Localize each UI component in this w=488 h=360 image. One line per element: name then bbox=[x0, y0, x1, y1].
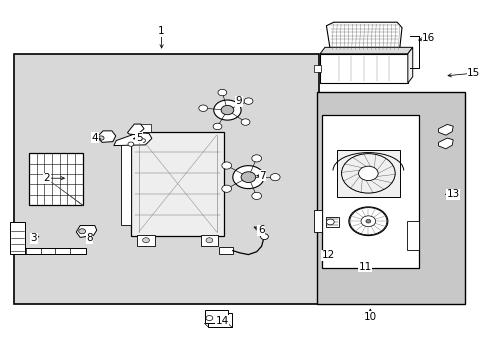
Text: 6: 6 bbox=[257, 225, 264, 235]
Text: 12: 12 bbox=[321, 250, 334, 260]
Text: 2: 2 bbox=[43, 173, 50, 183]
Bar bbox=[320, 54, 407, 83]
Polygon shape bbox=[326, 22, 401, 50]
Text: 7: 7 bbox=[259, 171, 265, 181]
Text: 8: 8 bbox=[86, 233, 93, 243]
Circle shape bbox=[199, 105, 207, 112]
Polygon shape bbox=[127, 124, 144, 135]
Bar bbox=[29, 153, 82, 205]
Circle shape bbox=[251, 192, 261, 199]
Circle shape bbox=[213, 100, 241, 120]
Circle shape bbox=[358, 166, 377, 180]
Polygon shape bbox=[438, 138, 452, 149]
Bar bbox=[137, 235, 155, 246]
Bar bbox=[208, 314, 231, 327]
Text: 5: 5 bbox=[136, 133, 142, 143]
Circle shape bbox=[260, 234, 268, 239]
Bar bbox=[314, 65, 320, 72]
Polygon shape bbox=[320, 47, 412, 54]
Polygon shape bbox=[76, 226, 97, 237]
Circle shape bbox=[213, 123, 222, 130]
Polygon shape bbox=[97, 131, 116, 142]
Bar bbox=[321, 116, 418, 268]
Bar bbox=[204, 310, 227, 323]
Bar bbox=[200, 235, 218, 246]
Circle shape bbox=[205, 316, 212, 320]
Text: 15: 15 bbox=[466, 68, 479, 78]
Text: 13: 13 bbox=[446, 189, 459, 199]
Circle shape bbox=[326, 219, 333, 225]
Circle shape bbox=[241, 172, 255, 183]
Bar bbox=[14, 54, 319, 304]
Circle shape bbox=[141, 139, 145, 142]
Polygon shape bbox=[114, 133, 152, 145]
Circle shape bbox=[270, 174, 280, 181]
Text: 14: 14 bbox=[215, 316, 228, 325]
Circle shape bbox=[222, 185, 231, 192]
Circle shape bbox=[222, 162, 231, 169]
Text: 11: 11 bbox=[358, 262, 371, 272]
Circle shape bbox=[241, 119, 249, 125]
Circle shape bbox=[79, 229, 85, 234]
Circle shape bbox=[251, 155, 261, 162]
Bar bbox=[121, 142, 131, 225]
Text: 4: 4 bbox=[91, 133, 98, 143]
Circle shape bbox=[221, 105, 233, 115]
Polygon shape bbox=[438, 125, 452, 135]
Text: 10: 10 bbox=[363, 312, 376, 322]
Bar bbox=[326, 217, 338, 226]
Circle shape bbox=[218, 89, 226, 96]
Circle shape bbox=[365, 220, 370, 223]
Bar bbox=[131, 132, 224, 235]
Circle shape bbox=[232, 166, 264, 189]
Text: 3: 3 bbox=[30, 233, 37, 243]
Bar bbox=[23, 248, 86, 254]
Bar bbox=[10, 222, 25, 254]
Bar bbox=[314, 211, 321, 232]
Bar bbox=[136, 125, 151, 132]
Circle shape bbox=[142, 238, 149, 243]
Bar bbox=[406, 221, 418, 250]
Circle shape bbox=[360, 216, 375, 226]
Text: 16: 16 bbox=[421, 33, 434, 43]
Bar bbox=[336, 150, 399, 197]
Polygon shape bbox=[407, 47, 412, 83]
Bar bbox=[219, 247, 232, 254]
Circle shape bbox=[348, 207, 387, 235]
Circle shape bbox=[128, 142, 134, 146]
Text: 9: 9 bbox=[235, 96, 242, 106]
Text: 1: 1 bbox=[158, 26, 164, 36]
Circle shape bbox=[244, 98, 252, 104]
Circle shape bbox=[205, 238, 212, 243]
Circle shape bbox=[98, 136, 104, 140]
Bar bbox=[316, 92, 465, 304]
